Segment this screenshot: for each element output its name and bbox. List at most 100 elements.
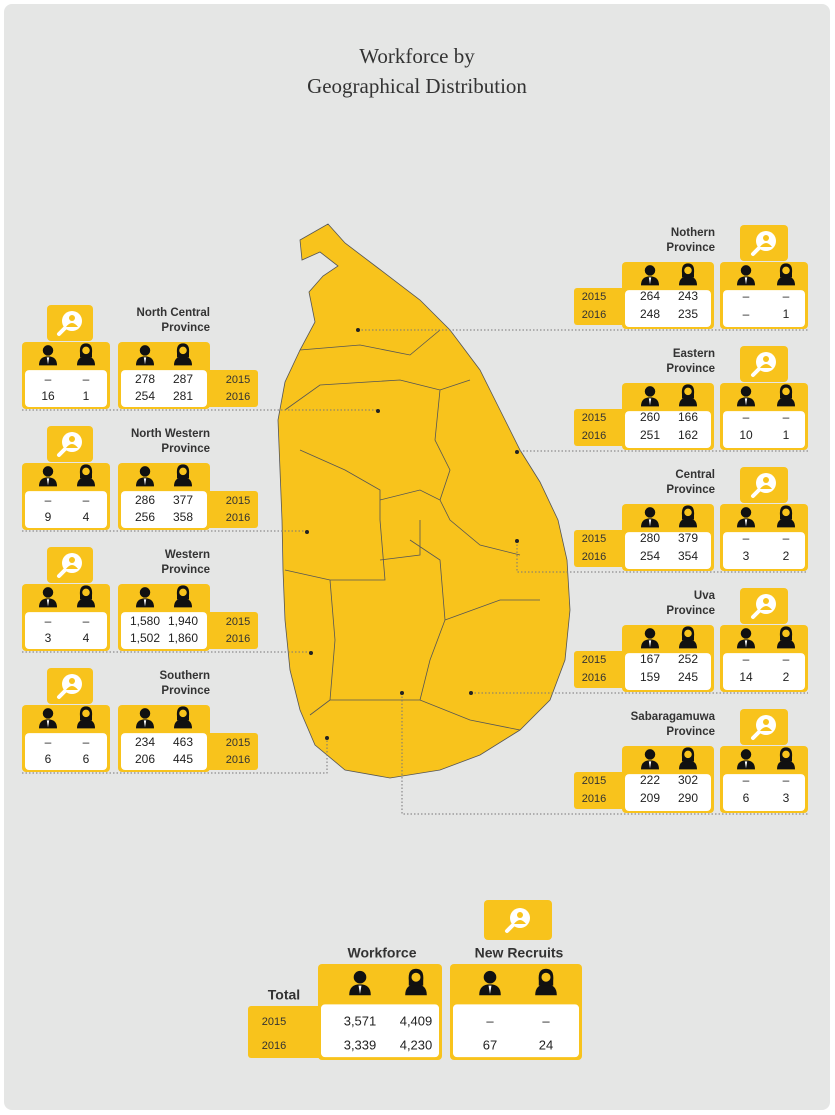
value: 463 — [173, 735, 193, 749]
value: 3,339 — [344, 1037, 377, 1052]
female-icon — [77, 706, 95, 729]
value: 1 — [783, 428, 790, 442]
icon-body — [174, 719, 192, 729]
value: 379 — [678, 531, 698, 545]
female-icon — [535, 968, 557, 996]
icon-head — [539, 970, 553, 984]
icon-body — [679, 518, 697, 528]
table-body — [723, 653, 805, 690]
value: – — [743, 652, 750, 666]
value: 254 — [135, 389, 155, 403]
male-icon — [136, 466, 154, 487]
icon-head — [644, 749, 656, 760]
value: 280 — [640, 531, 660, 545]
icon-tie — [46, 478, 50, 486]
icon-head — [42, 587, 54, 598]
magnifier-handle — [57, 567, 68, 578]
table-body — [625, 290, 711, 327]
female-icon — [77, 585, 95, 608]
table-body — [121, 491, 207, 528]
table-body — [723, 290, 805, 327]
icon-tie — [744, 761, 748, 769]
female-icon — [77, 464, 95, 487]
value: 1,502 — [130, 631, 160, 645]
table-body — [121, 612, 207, 649]
male-icon — [737, 386, 755, 407]
province-name: North Central — [137, 307, 210, 319]
year: 2015 — [226, 737, 250, 749]
male-icon — [641, 265, 659, 286]
icon-head — [682, 749, 694, 760]
value: – — [83, 372, 90, 386]
value: 6 — [45, 752, 52, 766]
year-tab — [574, 288, 628, 325]
value: 245 — [678, 670, 698, 684]
value: – — [83, 493, 90, 507]
map-dot — [376, 409, 380, 413]
table-body — [625, 774, 711, 811]
province-name: Province — [161, 443, 210, 455]
table-body — [625, 532, 711, 569]
magnifier-head — [763, 356, 769, 362]
icon-head — [780, 265, 792, 276]
map-dot — [309, 651, 313, 655]
male-icon — [737, 507, 755, 528]
value: 445 — [173, 752, 193, 766]
magnifier-handle — [751, 245, 762, 256]
province-name: Western — [165, 549, 210, 561]
value: 4 — [83, 631, 90, 645]
male-icon — [737, 628, 755, 649]
male-icon — [39, 587, 57, 608]
map-dot — [515, 450, 519, 454]
year: 2015 — [582, 291, 606, 303]
province-name: Province — [666, 605, 715, 617]
icon-body — [679, 276, 697, 286]
year: 2015 — [262, 1016, 286, 1028]
year-tab — [574, 409, 628, 446]
male-icon — [737, 265, 755, 286]
table-body — [121, 370, 207, 407]
table-body — [321, 1004, 439, 1058]
icon-body — [174, 598, 192, 608]
icon-head — [409, 970, 423, 984]
year: 2015 — [582, 533, 606, 545]
table-body — [625, 653, 711, 690]
table-body — [25, 491, 107, 528]
table-body — [453, 1004, 579, 1058]
icon-tie — [46, 720, 50, 728]
icon-head — [780, 628, 792, 639]
icon-head — [42, 466, 54, 477]
magnifier-handle — [751, 729, 762, 740]
icon-head — [740, 749, 752, 760]
table-body — [25, 370, 107, 407]
value: 248 — [640, 307, 660, 321]
male-icon — [737, 749, 755, 770]
male-icon — [136, 345, 154, 366]
icon-head — [139, 708, 151, 719]
icon-head — [42, 345, 54, 356]
icon-head — [644, 628, 656, 639]
year-tab — [204, 491, 258, 528]
value: – — [743, 289, 750, 303]
value: – — [783, 773, 790, 787]
icon-tie — [648, 640, 652, 648]
year: 2016 — [582, 551, 606, 563]
icon-body — [679, 760, 697, 770]
table-body — [121, 733, 207, 770]
province-name: Central — [675, 469, 715, 481]
male-icon — [136, 708, 154, 729]
year-tab — [248, 1006, 322, 1058]
icon-body — [679, 397, 697, 407]
icon-tie — [358, 985, 362, 994]
icon-head — [177, 466, 189, 477]
year: 2016 — [226, 512, 250, 524]
map-dot — [515, 539, 519, 543]
value: 358 — [173, 510, 193, 524]
year: 2015 — [226, 495, 250, 507]
year: 2015 — [582, 654, 606, 666]
icon-body — [77, 719, 95, 729]
magnifier-body — [66, 565, 78, 569]
year-tab — [574, 772, 628, 809]
male-icon — [641, 628, 659, 649]
male-icon — [136, 587, 154, 608]
